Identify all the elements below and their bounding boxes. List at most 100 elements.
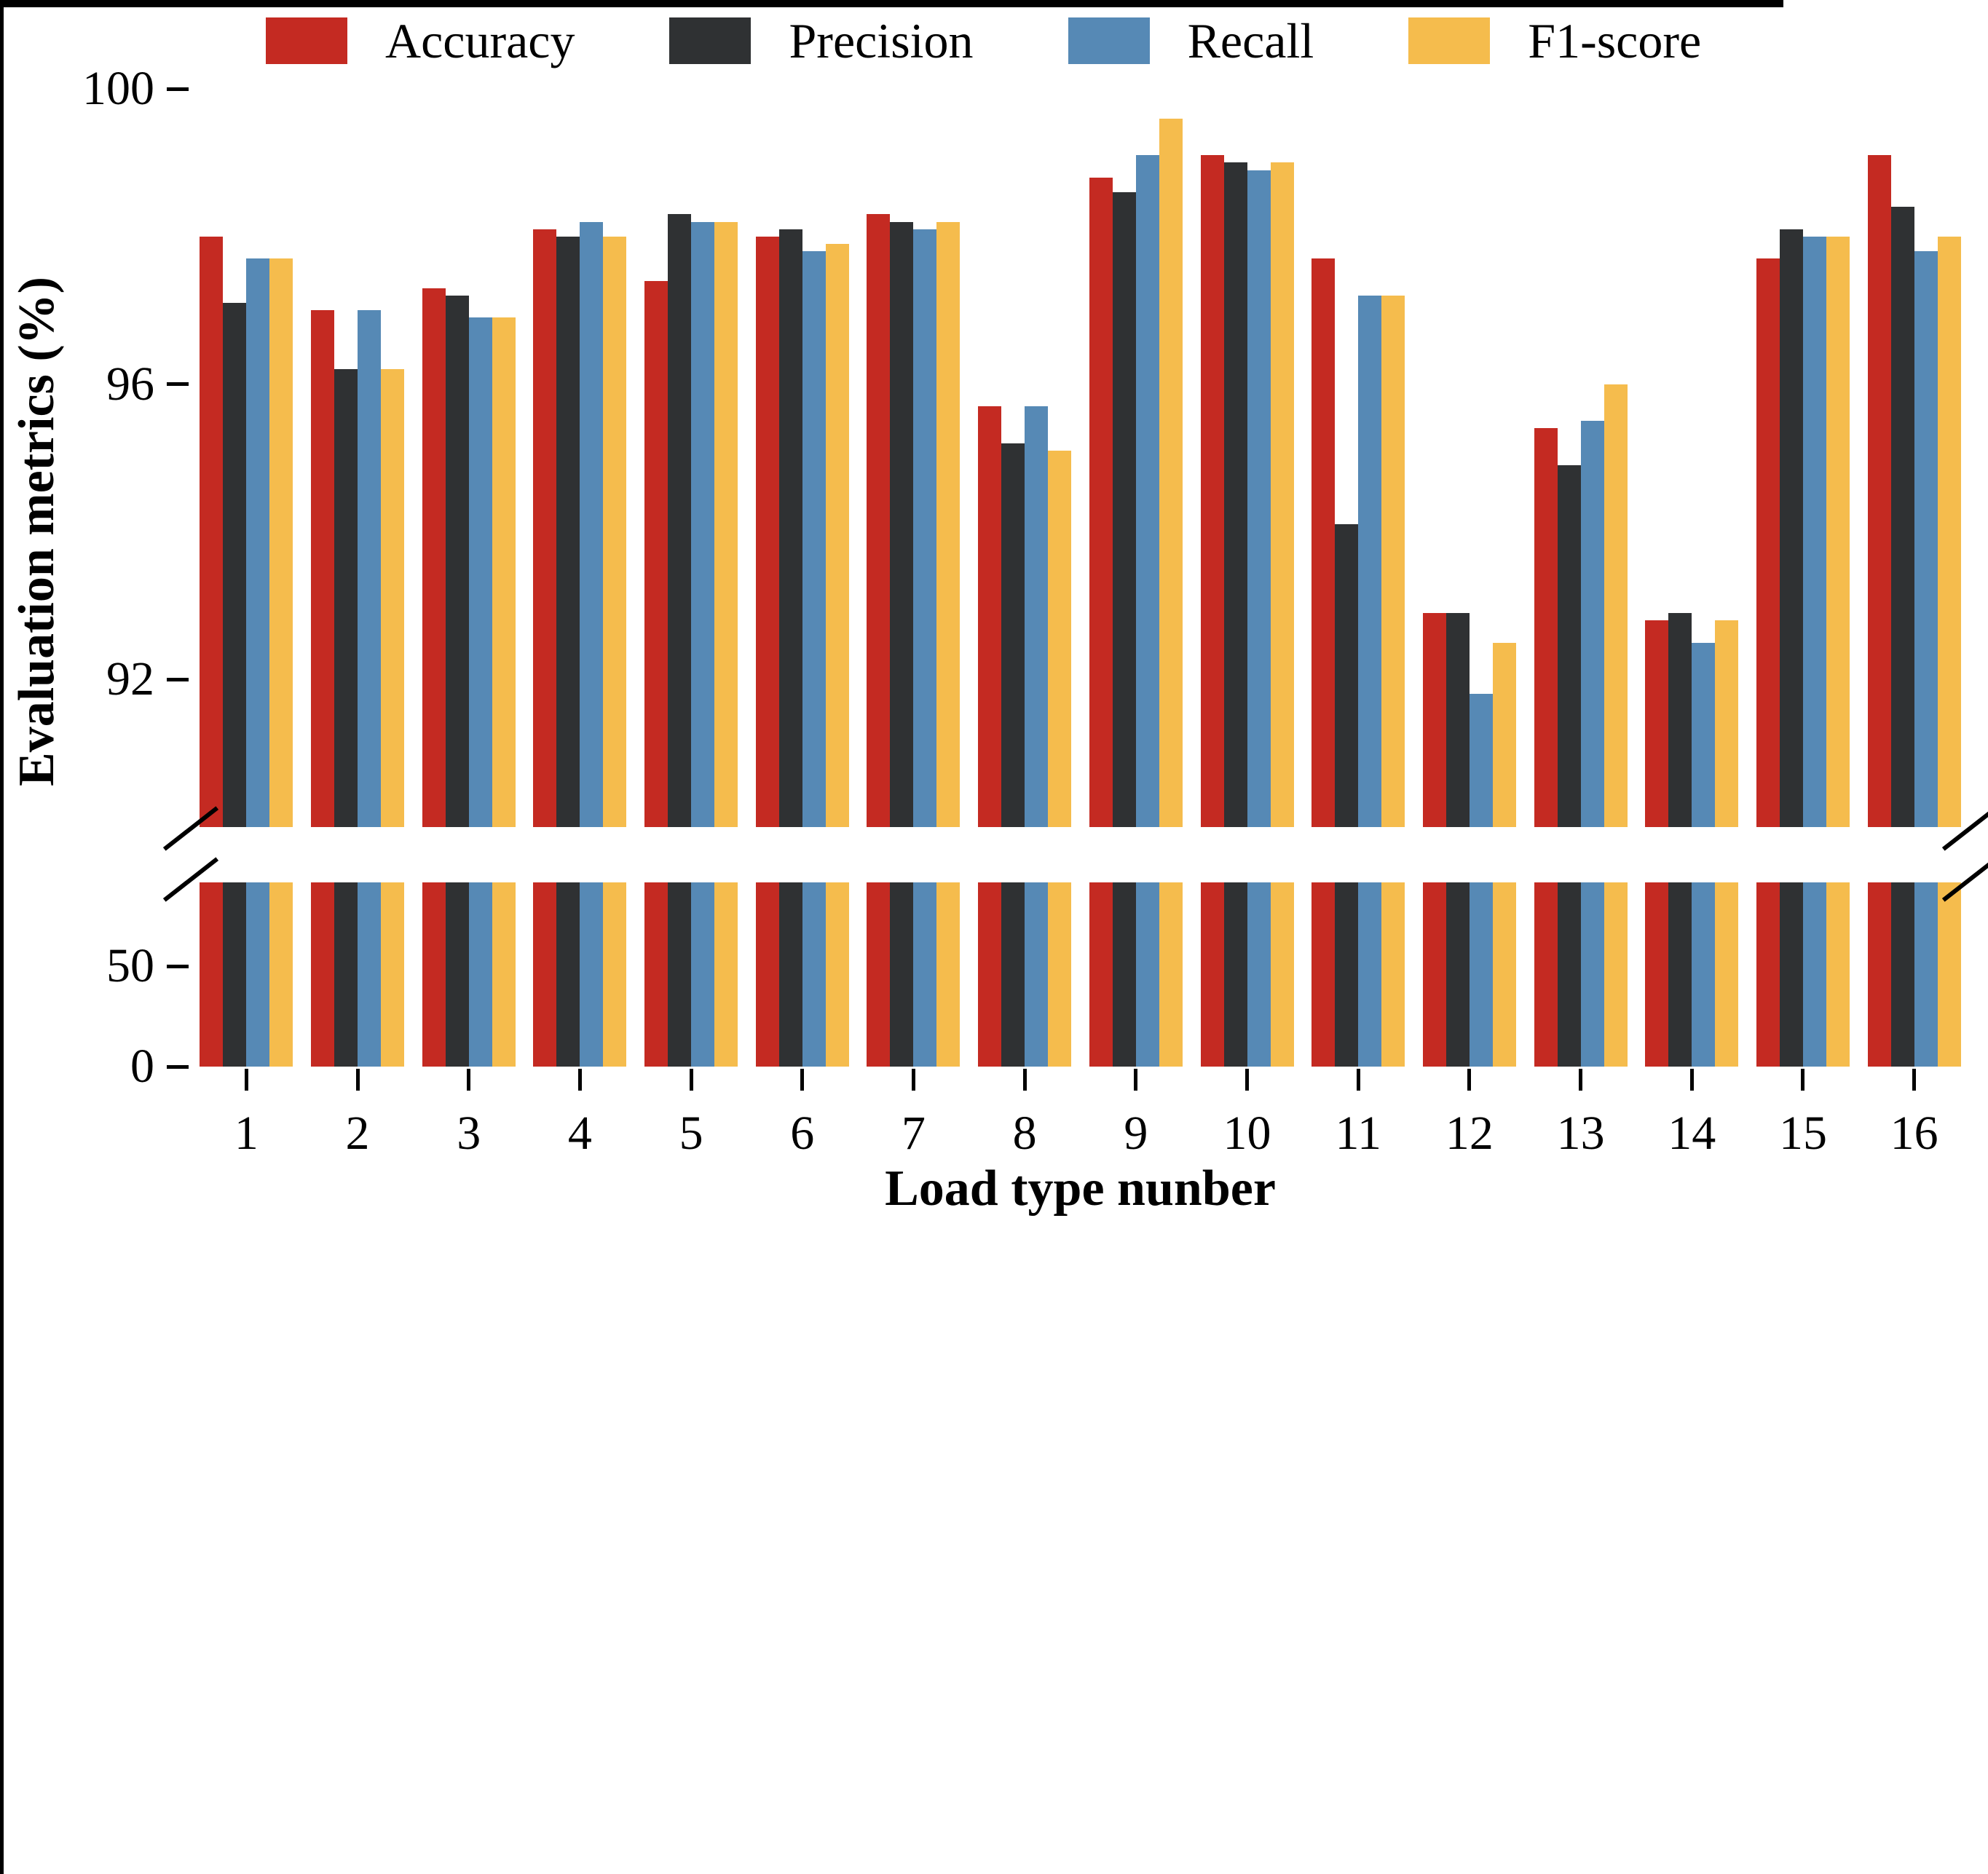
x-axis-tick-label-4: 4	[567, 1107, 592, 1160]
legend-label-f1-score: F1-score	[1528, 13, 1702, 68]
bar-lower-accuracy-10	[1200, 882, 1224, 1067]
legend-label-recall: Recall	[1187, 13, 1314, 68]
bar-f1-score-13	[1604, 384, 1628, 827]
bar-lower-accuracy-7	[867, 882, 891, 1067]
x-axis-tick-13	[1579, 1069, 1583, 1091]
bar-lower-precision-9	[1112, 882, 1136, 1067]
bar-f1-score-3	[492, 317, 516, 827]
bar-recall-13	[1580, 421, 1604, 827]
bar-accuracy-4	[533, 229, 557, 827]
bar-f1-score-10	[1270, 162, 1294, 827]
lower-panel	[191, 882, 1970, 1067]
bar-lower-precision-15	[1779, 882, 1803, 1067]
axis-spine-top	[0, 0, 1783, 4]
bar-accuracy-14	[1645, 620, 1669, 827]
bar-accuracy-13	[1534, 428, 1558, 827]
bar-precision-15	[1779, 229, 1803, 827]
bar-precision-9	[1112, 191, 1136, 827]
bar-f1-score-12	[1492, 642, 1516, 827]
bar-lower-f1-score-1	[269, 882, 293, 1067]
bar-lower-recall-9	[1135, 882, 1159, 1067]
y-axis-tick-96	[167, 382, 189, 387]
bar-lower-f1-score-16	[1937, 882, 1961, 1067]
x-axis-tick-10	[1245, 1069, 1250, 1091]
bar-recall-3	[468, 317, 492, 827]
bar-lower-f1-score-9	[1159, 882, 1183, 1067]
bar-lower-accuracy-15	[1756, 882, 1780, 1067]
x-axis-tick-label-15: 15	[1778, 1107, 1827, 1160]
bar-precision-3	[445, 295, 469, 827]
bar-recall-2	[358, 310, 382, 827]
axis-spine-right-lower	[0, 1683, 4, 1874]
y-axis-tick-50	[167, 964, 189, 968]
x-axis-tick-7	[911, 1069, 915, 1091]
bar-lower-precision-1	[223, 882, 247, 1067]
bar-f1-score-16	[1937, 236, 1961, 827]
bar-lower-f1-score-2	[381, 882, 405, 1067]
bar-lower-accuracy-5	[644, 882, 668, 1067]
x-axis-tick-14	[1689, 1069, 1694, 1091]
bar-lower-precision-14	[1668, 882, 1692, 1067]
bar-f1-score-4	[603, 236, 627, 827]
legend-label-accuracy: Accuracy	[385, 13, 575, 68]
bar-accuracy-15	[1756, 258, 1780, 827]
x-axis-tick-label-14: 14	[1668, 1107, 1716, 1160]
bar-lower-precision-13	[1557, 882, 1581, 1067]
x-axis-tick-label-10: 10	[1223, 1107, 1271, 1160]
bar-accuracy-1	[200, 236, 224, 827]
bar-lower-f1-score-3	[492, 882, 516, 1067]
x-axis-tick-5	[689, 1069, 693, 1091]
x-axis-tick-label-1: 1	[234, 1107, 259, 1160]
x-axis-tick-label-7: 7	[901, 1107, 926, 1160]
y-axis-tick-92	[167, 677, 189, 681]
bar-f1-score-8	[1048, 450, 1072, 827]
x-axis-tick-label-16: 16	[1890, 1107, 1938, 1160]
bar-lower-f1-score-7	[936, 882, 961, 1067]
bar-lower-recall-8	[1025, 882, 1049, 1067]
bar-lower-recall-2	[358, 882, 382, 1067]
bar-lower-f1-score-12	[1492, 882, 1516, 1067]
bar-lower-accuracy-8	[978, 882, 1002, 1067]
bar-lower-recall-14	[1692, 882, 1716, 1067]
x-axis-tick-1	[244, 1069, 248, 1091]
bar-lower-accuracy-6	[755, 882, 779, 1067]
bar-f1-score-5	[714, 221, 738, 827]
legend-item-recall: Recall	[1068, 7, 1314, 74]
bar-lower-precision-16	[1890, 882, 1914, 1067]
bar-accuracy-5	[644, 280, 668, 827]
y-axis-tick-label-0: 0	[130, 1040, 154, 1093]
axis-spine-left-upper	[0, 7, 4, 750]
bar-lower-recall-3	[468, 882, 492, 1067]
bar-lower-f1-score-5	[714, 882, 738, 1067]
bar-f1-score-9	[1159, 118, 1183, 827]
bar-lower-recall-13	[1580, 882, 1604, 1067]
legend: Accuracy Precision Recall F1-score	[266, 7, 1701, 74]
bar-lower-f1-score-8	[1048, 882, 1072, 1067]
bar-precision-4	[556, 236, 580, 827]
bar-f1-score-6	[825, 243, 849, 827]
bar-recall-11	[1358, 295, 1382, 827]
bar-recall-6	[802, 251, 826, 827]
bar-lower-recall-16	[1914, 882, 1938, 1067]
x-axis-tick-9	[1134, 1069, 1138, 1091]
legend-swatch-f1-score	[1408, 17, 1491, 64]
bar-recall-1	[246, 258, 270, 827]
y-axis-tick-label-92: 92	[106, 652, 154, 706]
x-axis-tick-label-5: 5	[679, 1107, 703, 1160]
bar-lower-f1-score-11	[1381, 882, 1405, 1067]
bar-lower-f1-score-4	[603, 882, 627, 1067]
bar-lower-recall-12	[1469, 882, 1493, 1067]
bar-lower-precision-7	[890, 882, 914, 1067]
bar-precision-11	[1335, 524, 1359, 827]
bar-lower-accuracy-12	[1422, 882, 1446, 1067]
y-axis-tick-100	[167, 87, 189, 91]
x-axis-tick-6	[800, 1069, 805, 1091]
bar-lower-accuracy-2	[311, 882, 335, 1067]
bar-lower-recall-6	[802, 882, 826, 1067]
bar-recall-12	[1469, 694, 1493, 827]
bar-lower-precision-10	[1223, 882, 1247, 1067]
bar-precision-13	[1557, 465, 1581, 827]
bar-precision-1	[223, 303, 247, 827]
bar-f1-score-7	[936, 221, 961, 827]
bar-accuracy-2	[311, 310, 335, 827]
